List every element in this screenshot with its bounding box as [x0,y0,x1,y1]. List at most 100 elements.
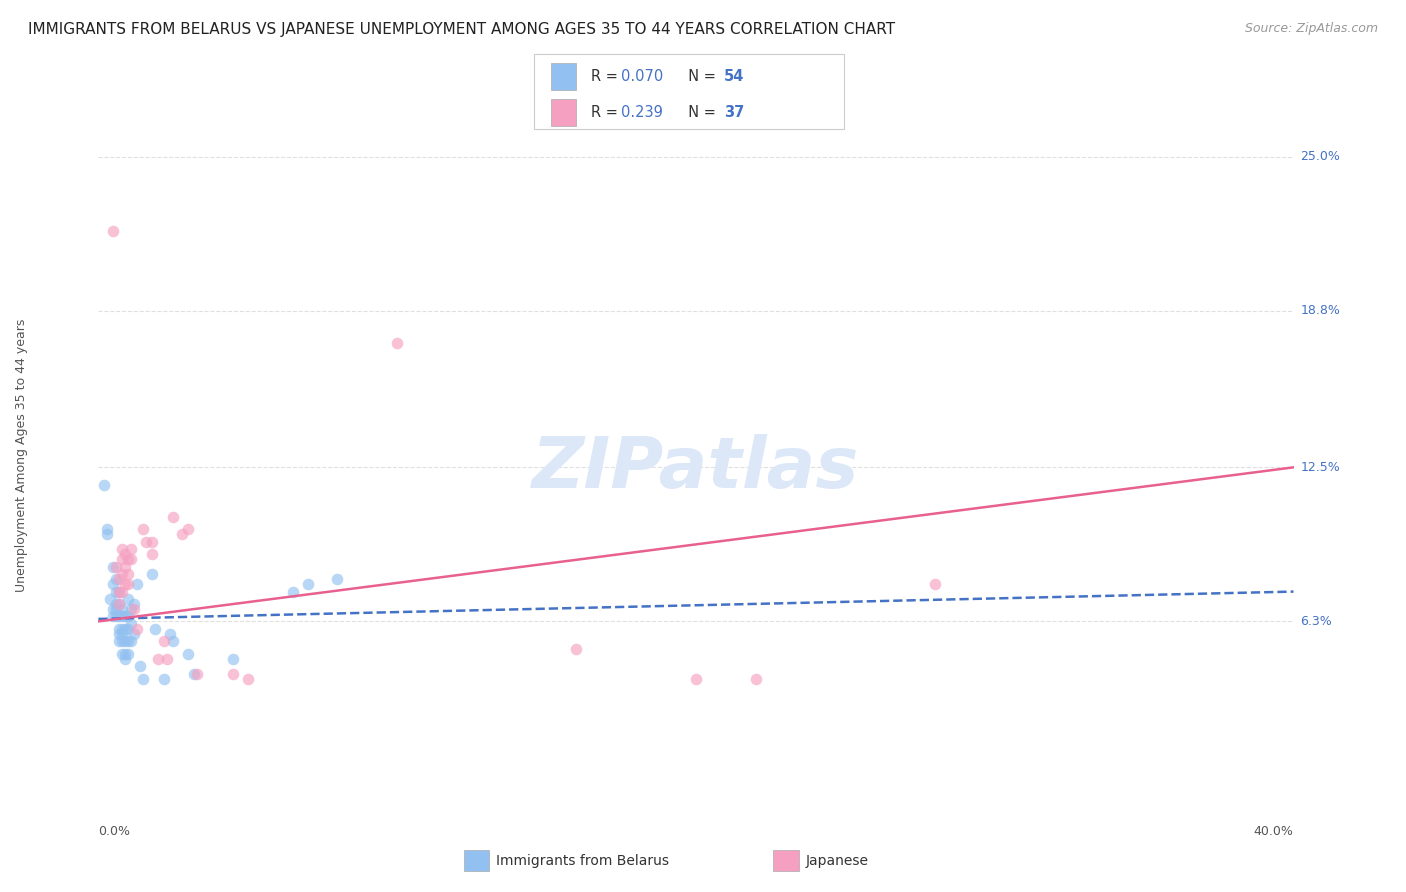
Point [114,634,136,648]
Point [183,666,205,681]
Text: N =: N = [679,69,721,84]
Point [120,552,142,566]
Point [108,627,131,641]
Point [114,609,136,624]
Point [153,634,176,648]
Point [120,542,142,557]
Point [105,584,128,599]
Point [117,552,139,566]
Point [114,651,136,665]
Point [177,523,200,537]
Point [96,527,118,541]
Text: N =: N = [679,105,721,120]
Point [156,651,179,665]
Point [96,523,118,537]
Point [297,577,319,591]
Point [111,567,134,582]
Point [117,634,139,648]
Text: 25.0%: 25.0% [1301,150,1340,163]
Point [162,634,184,648]
Point [141,567,163,582]
Text: IMMIGRANTS FROM BELARUS VS JAPANESE UNEMPLOYMENT AMONG AGES 35 TO 44 YEARS CORRE: IMMIGRANTS FROM BELARUS VS JAPANESE UNEM… [28,22,896,37]
Point [108,609,131,624]
Point [120,616,142,631]
Point [114,547,136,561]
Point [124,597,146,611]
Point [124,602,146,616]
Point [141,547,163,561]
Point [565,641,588,656]
Point [93,477,115,491]
Point [111,622,134,636]
Point [111,627,134,641]
Point [186,666,208,681]
Text: 0.070: 0.070 [621,69,664,84]
Text: Unemployment Among Ages 35 to 44 years: Unemployment Among Ages 35 to 44 years [14,318,28,591]
Point [108,584,131,599]
Point [124,627,146,641]
Point [108,597,131,611]
Point [108,622,131,636]
Point [111,634,134,648]
Point [108,634,131,648]
Point [132,672,155,686]
Point [111,609,134,624]
Point [385,336,409,351]
Point [141,534,163,549]
Point [111,552,134,566]
Text: 40.0%: 40.0% [1254,825,1294,838]
Point [103,602,125,616]
Point [143,622,166,636]
Point [108,572,131,586]
Point [117,609,139,624]
Point [120,634,142,648]
Point [111,602,134,616]
Point [117,592,139,607]
Text: 18.8%: 18.8% [1301,304,1340,318]
Text: R =: R = [591,69,621,84]
Point [177,647,200,661]
Point [114,577,136,591]
Point [114,647,136,661]
Text: 0.0%: 0.0% [98,825,131,838]
Point [127,622,149,636]
Point [117,647,139,661]
Point [105,609,128,624]
Point [685,672,707,686]
Point [222,666,245,681]
Text: Immigrants from Belarus: Immigrants from Belarus [496,854,669,868]
Point [162,510,184,524]
Point [127,577,149,591]
Point [111,542,134,557]
Text: Japanese: Japanese [806,854,869,868]
Point [103,559,125,574]
Point [111,584,134,599]
Point [132,523,155,537]
Text: 54: 54 [724,69,744,84]
Text: ZIPatlas: ZIPatlas [533,434,859,503]
Text: 0.239: 0.239 [621,105,664,120]
Point [117,577,139,591]
Point [129,659,152,673]
Point [120,602,142,616]
Point [105,559,128,574]
Point [745,672,768,686]
Point [153,672,176,686]
Point [108,597,131,611]
Point [103,609,125,624]
Point [159,627,181,641]
Point [105,572,128,586]
Point [114,559,136,574]
Point [111,647,134,661]
Point [236,672,259,686]
Point [103,577,125,591]
Point [135,534,157,549]
Text: R =: R = [591,105,621,120]
Point [222,651,245,665]
Point [103,224,125,238]
Text: Source: ZipAtlas.com: Source: ZipAtlas.com [1244,22,1378,36]
Point [105,602,128,616]
Point [117,622,139,636]
Point [98,592,122,607]
Point [172,527,194,541]
